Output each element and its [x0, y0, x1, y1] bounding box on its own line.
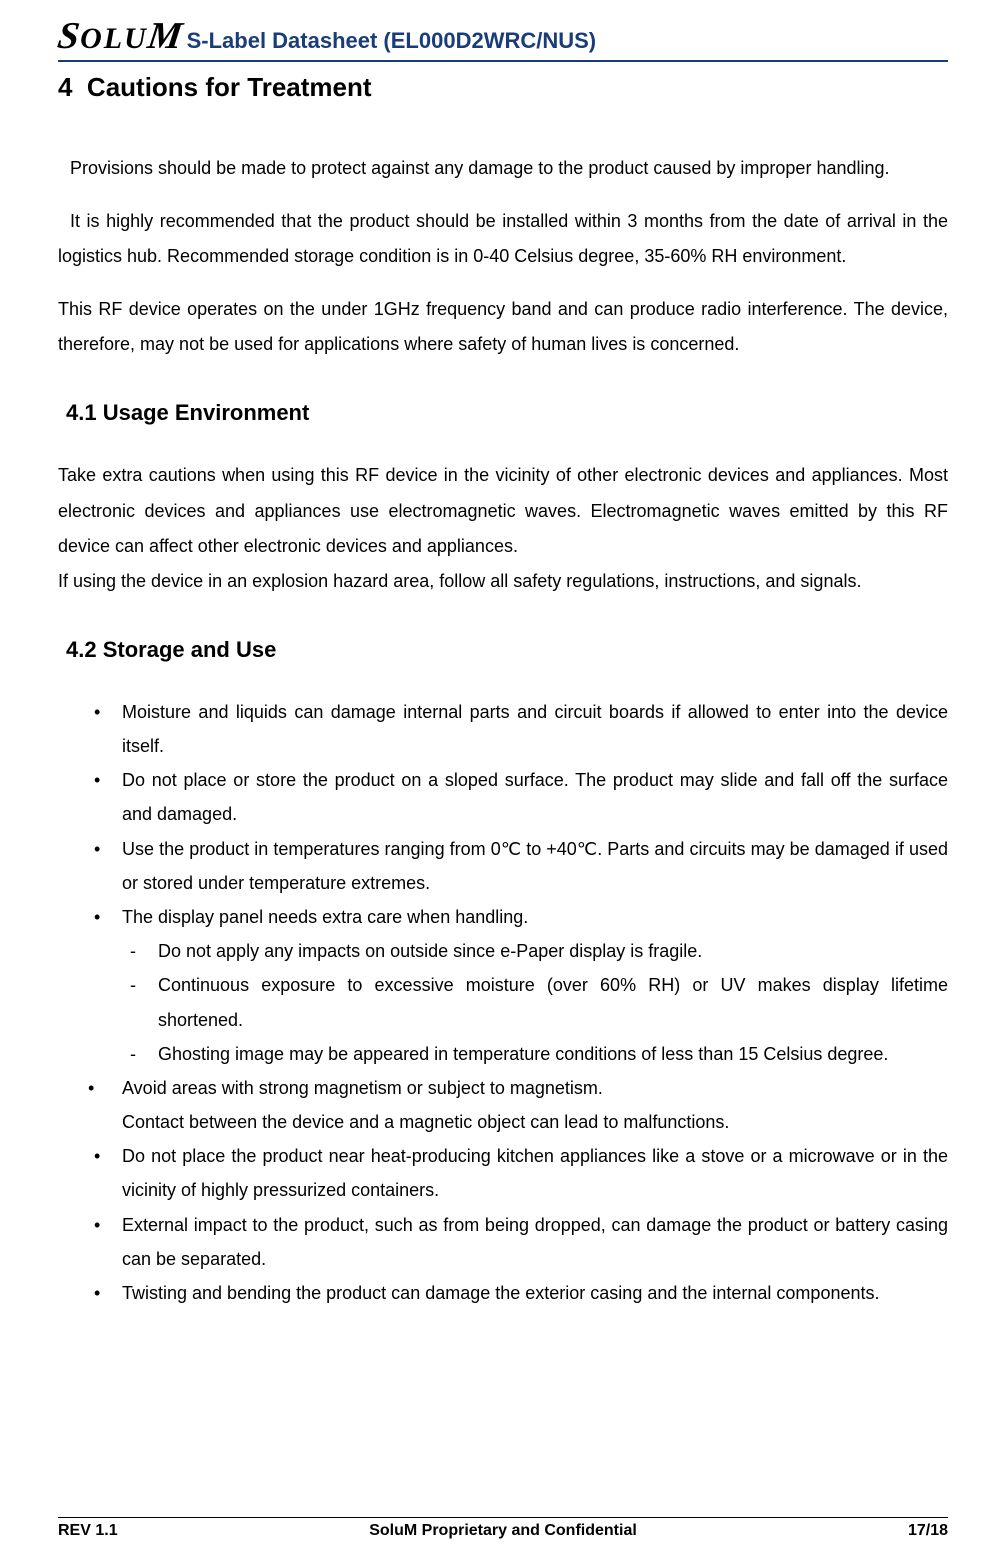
subsection-4-2-number: 4.2 [66, 637, 97, 662]
dash-item: Ghosting image may be appeared in temper… [122, 1037, 948, 1071]
document-footer: REV 1.1 SoluM Proprietary and Confidenti… [58, 1517, 948, 1540]
section-name: Cautions for Treatment [87, 72, 372, 102]
subsection-4-2-name: Storage and Use [103, 637, 277, 662]
intro-paragraph-3: This RF device operates on the under 1GH… [58, 292, 948, 362]
bullet-continuation: Contact between the device and a magneti… [58, 1105, 948, 1139]
subsection-4-1-name: Usage Environment [103, 400, 310, 425]
sub1-paragraph-2: If using the device in an explosion haza… [58, 564, 948, 599]
header-title: S-Label Datasheet (EL000D2WRC/NUS) [187, 28, 597, 54]
dash-item: Continuous exposure to excessive moistur… [122, 968, 948, 1036]
bullet-list: Do not place the product near heat-produ… [58, 1139, 948, 1310]
bullet-item: Twisting and bending the product can dam… [90, 1276, 948, 1310]
bullet-item: Do not place the product near heat-produ… [90, 1139, 948, 1207]
section-number: 4 [58, 72, 72, 102]
intro-paragraph-2: It is highly recommended that the produc… [58, 204, 948, 274]
bullet-item: The display panel needs extra care when … [90, 900, 948, 1071]
bullet-item: Avoid areas with strong magnetism or sub… [84, 1071, 948, 1105]
document-header: SOLUM S-Label Datasheet (EL000D2WRC/NUS) [58, 0, 948, 62]
logo-letters-olu: OLU [80, 22, 148, 56]
bullet-item: Moisture and liquids can damage internal… [90, 695, 948, 763]
footer-center: SoluM Proprietary and Confidential [369, 1522, 637, 1540]
bullet-item: Do not place or store the product on a s… [90, 763, 948, 831]
bullet-text: The display panel needs extra care when … [122, 907, 528, 927]
subsection-4-2-title: 4.2 Storage and Use [66, 637, 948, 663]
footer-left: REV 1.1 [58, 1522, 118, 1540]
subsection-4-1-title: 4.1 Usage Environment [66, 400, 948, 426]
bullet-item: External impact to the product, such as … [90, 1208, 948, 1276]
dash-item: Do not apply any impacts on outside sinc… [122, 934, 948, 968]
sub-dash-list: Do not apply any impacts on outside sinc… [122, 934, 948, 1071]
bullet-list: Moisture and liquids can damage internal… [58, 695, 948, 1105]
intro-paragraph-1: Provisions should be made to protect aga… [58, 151, 948, 186]
section-title: 4 Cautions for Treatment [58, 72, 948, 103]
bullet-item: Use the product in temperatures ranging … [90, 832, 948, 900]
sub1-paragraph-1: Take extra cautions when using this RF d… [58, 458, 948, 563]
logo-letter-s: S [55, 14, 83, 58]
logo-letter-m: M [145, 14, 186, 58]
footer-right: 17/18 [908, 1522, 948, 1540]
subsection-4-1-number: 4.1 [66, 400, 97, 425]
logo: SOLUM [58, 14, 183, 58]
